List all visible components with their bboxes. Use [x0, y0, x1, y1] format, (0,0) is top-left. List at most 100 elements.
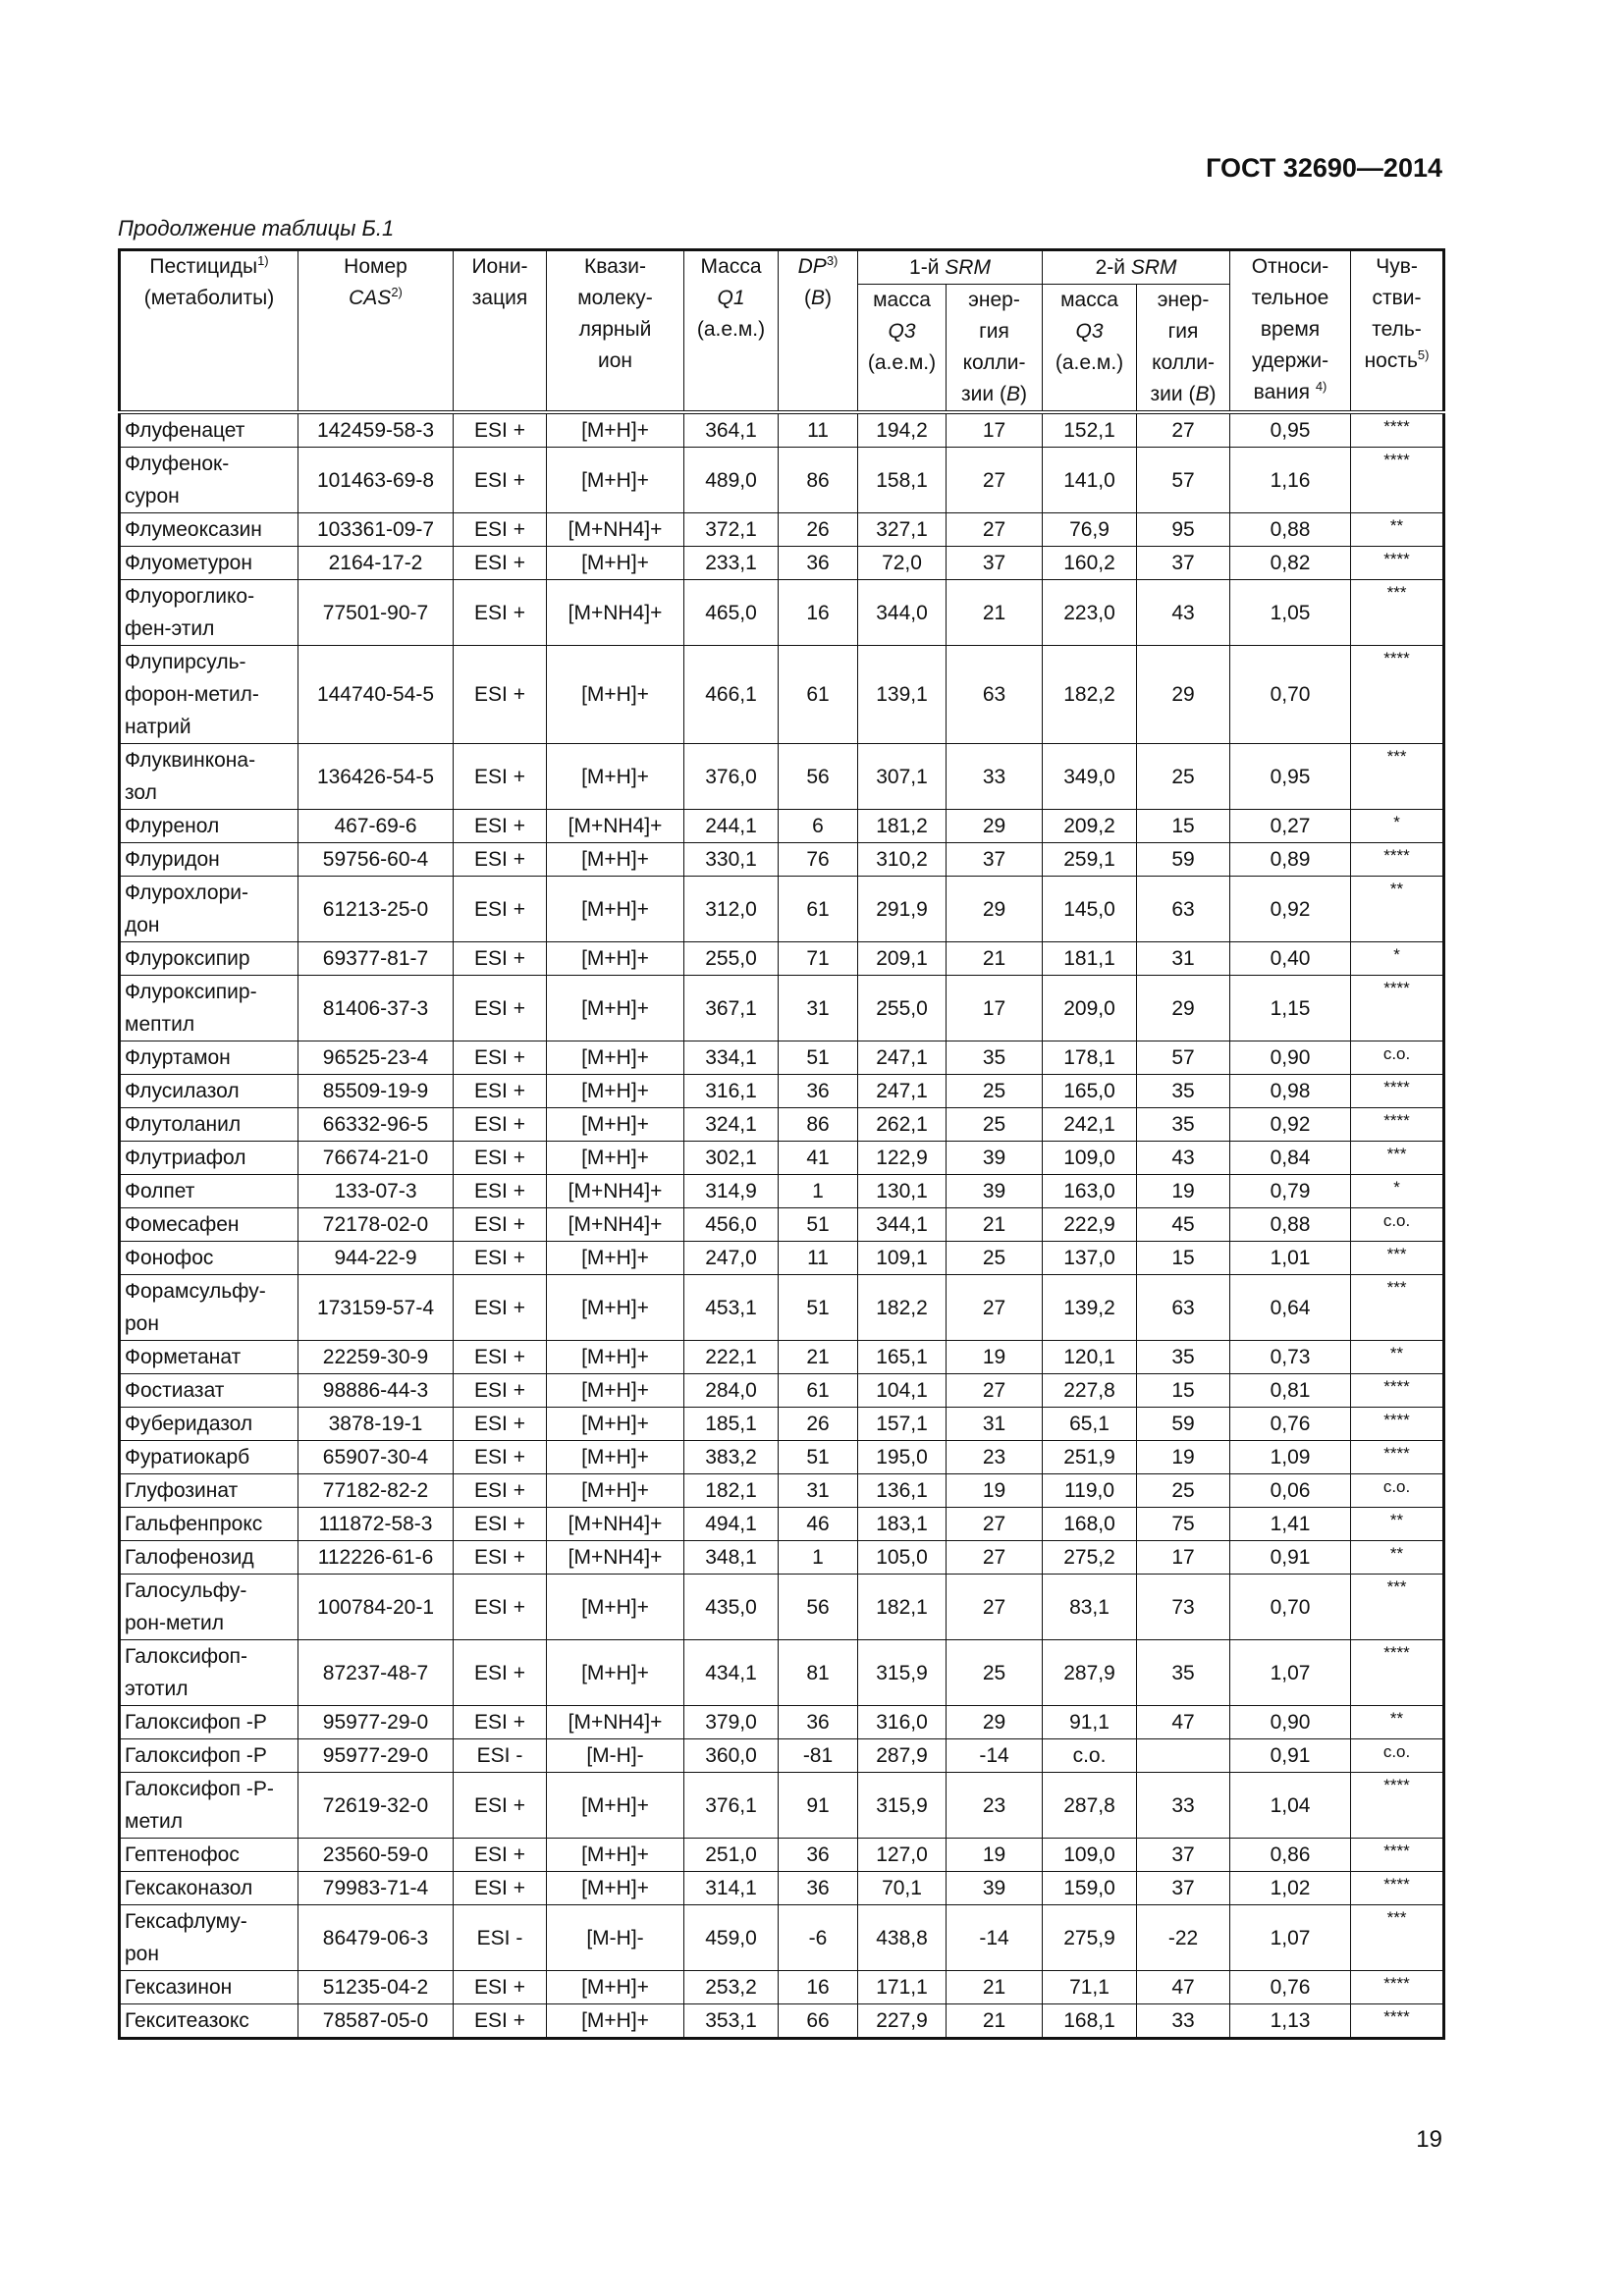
table-cell: 76: [778, 842, 858, 877]
table-cell: [M+H]+: [546, 1407, 684, 1441]
table-cell: 435,0: [683, 1574, 779, 1640]
table-cell: 0,40: [1229, 941, 1352, 976]
header-cell: DP3) (B): [778, 249, 858, 414]
table-cell: 112226-61-6: [298, 1540, 454, 1575]
table-cell: 247,0: [683, 1241, 779, 1275]
table-cell: [M+NH4]+: [546, 1540, 684, 1575]
table-cell: 51235-04-2: [298, 1970, 454, 2004]
table-cell: 209,1: [857, 941, 947, 976]
table-cell: [M+H]+: [546, 1107, 684, 1142]
table-cell: 17: [945, 975, 1044, 1041]
table-cell: 36: [778, 546, 858, 580]
table-cell: 168,1: [1042, 2003, 1138, 2039]
pesticide-name: Флуороглико- фен-этил: [119, 579, 298, 646]
table-cell: 71,1: [1042, 1970, 1138, 2004]
table-cell: 29: [945, 809, 1044, 843]
table-cell: 0,89: [1229, 842, 1352, 877]
table-cell: 21: [778, 1340, 858, 1374]
table-cell: 100784-20-1: [298, 1574, 454, 1640]
header-cell: Номер CAS2): [298, 249, 454, 414]
table-cell: 182,1: [857, 1574, 947, 1640]
table-cell: [M+H]+: [546, 447, 684, 513]
header-cell: Пестициды1) (метаболиты): [119, 249, 298, 414]
table-cell: ESI -: [453, 1904, 547, 1971]
table-cell: 489,0: [683, 447, 779, 513]
header-text: Пестициды: [149, 255, 258, 278]
table-cell: ****: [1350, 645, 1445, 744]
table-cell: 173159-57-4: [298, 1274, 454, 1341]
table-cell: 36: [778, 1838, 858, 1872]
table-cell: 98886-44-3: [298, 1373, 454, 1408]
table-cell: [M+H]+: [546, 1340, 684, 1374]
header-text: ): [1209, 383, 1217, 405]
table-cell: 1,04: [1229, 1772, 1352, 1839]
table-cell: 1,07: [1229, 1904, 1352, 1971]
table-cell: 11: [778, 1241, 858, 1275]
header-text: Номер: [344, 255, 407, 278]
table-cell: [M-H]-: [546, 1904, 684, 1971]
table-cell: *: [1350, 809, 1445, 843]
table-row: Флусилазол 85509-19-9 ESI + [M+H]+ 316,1 36 24…: [119, 1074, 1445, 1108]
table-cell: **: [1350, 876, 1445, 942]
table-row: Форамсульфу- рон 173159-57-4 ESI + [M+H]+ 45…: [119, 1274, 1445, 1341]
table-cell: 86479-06-3: [298, 1904, 454, 1971]
pesticide-name: Глуфозинат: [119, 1473, 298, 1508]
table-cell: 57: [1136, 447, 1231, 513]
table-cell: 364,1: [683, 411, 779, 448]
table-cell: 383,2: [683, 1440, 779, 1474]
table-cell: ESI +: [453, 743, 547, 810]
table-cell: 142459-58-3: [298, 411, 454, 448]
table-cell: 314,1: [683, 1871, 779, 1905]
header-text: (а.е.м.): [1055, 351, 1124, 374]
table-cell: 87237-48-7: [298, 1639, 454, 1706]
table-cell: ESI +: [453, 546, 547, 580]
table-cell: 59756-60-4: [298, 842, 454, 877]
subheader-cell: энер- гия колли- зии (B): [1136, 284, 1231, 414]
table-cell: 165,0: [1042, 1074, 1138, 1108]
table-cell: ***: [1350, 1141, 1445, 1175]
table-cell: 37: [1136, 1871, 1231, 1905]
table-cell: с.о.: [1350, 1473, 1445, 1508]
table-cell: 316,1: [683, 1074, 779, 1108]
header-text: масса: [1060, 289, 1118, 311]
table-cell: ESI +: [453, 1274, 547, 1341]
table-cell: 75: [1136, 1507, 1231, 1541]
pesticide-name: Флуфенок- сурон: [119, 447, 298, 513]
table-cell: 63: [1136, 876, 1231, 942]
table-cell: 21: [945, 579, 1044, 646]
table-cell: 284,0: [683, 1373, 779, 1408]
table-cell: 104,1: [857, 1373, 947, 1408]
table-cell: 95: [1136, 512, 1231, 547]
subheader-cell: энер- гия колли- зии (B): [945, 284, 1044, 414]
table-cell: 185,1: [683, 1407, 779, 1441]
table-cell: 31: [778, 975, 858, 1041]
table-row: Глуфозинат 77182-82-2 ESI + [M+H]+ 182,1 31 13…: [119, 1473, 1445, 1508]
table-cell: ****: [1350, 1639, 1445, 1706]
table-cell: 96525-23-4: [298, 1041, 454, 1075]
table-cell: 39: [945, 1871, 1044, 1905]
table-cell: 105,0: [857, 1540, 947, 1575]
table-cell: 19: [945, 1340, 1044, 1374]
table-cell: 120,1: [1042, 1340, 1138, 1374]
pesticide-name: Флумеоксазин: [119, 512, 298, 547]
table-cell: 145,0: [1042, 876, 1138, 942]
table-cell: ESI +: [453, 1871, 547, 1905]
table-cell: 36: [778, 1074, 858, 1108]
table-cell: 181,2: [857, 809, 947, 843]
table-cell: 63: [1136, 1274, 1231, 1341]
pesticide-name: Флуроксипир- мептил: [119, 975, 298, 1041]
table-cell: ESI +: [453, 1207, 547, 1242]
table-cell: 109,0: [1042, 1838, 1138, 1872]
subheader-cell: масса Q3 (а.е.м.): [1042, 284, 1138, 414]
table-cell: 29: [945, 876, 1044, 942]
pesticide-name: Фуберидазол: [119, 1407, 298, 1441]
table-cell: [M+H]+: [546, 876, 684, 942]
table-cell: 160,2: [1042, 546, 1138, 580]
table-cell: ***: [1350, 743, 1445, 810]
table-row: Гексаконазол 79983-71-4 ESI + [M+H]+ 314,1 36…: [119, 1871, 1445, 1905]
table-cell: ESI +: [453, 1241, 547, 1275]
table-cell: 39: [945, 1141, 1044, 1175]
pesticide-name: Флуквинкона- зол: [119, 743, 298, 810]
table-cell: [M+NH4]+: [546, 512, 684, 547]
header-row: масса Q3 (а.е.м.) энер- гия колли- зии (B…: [120, 284, 1444, 414]
